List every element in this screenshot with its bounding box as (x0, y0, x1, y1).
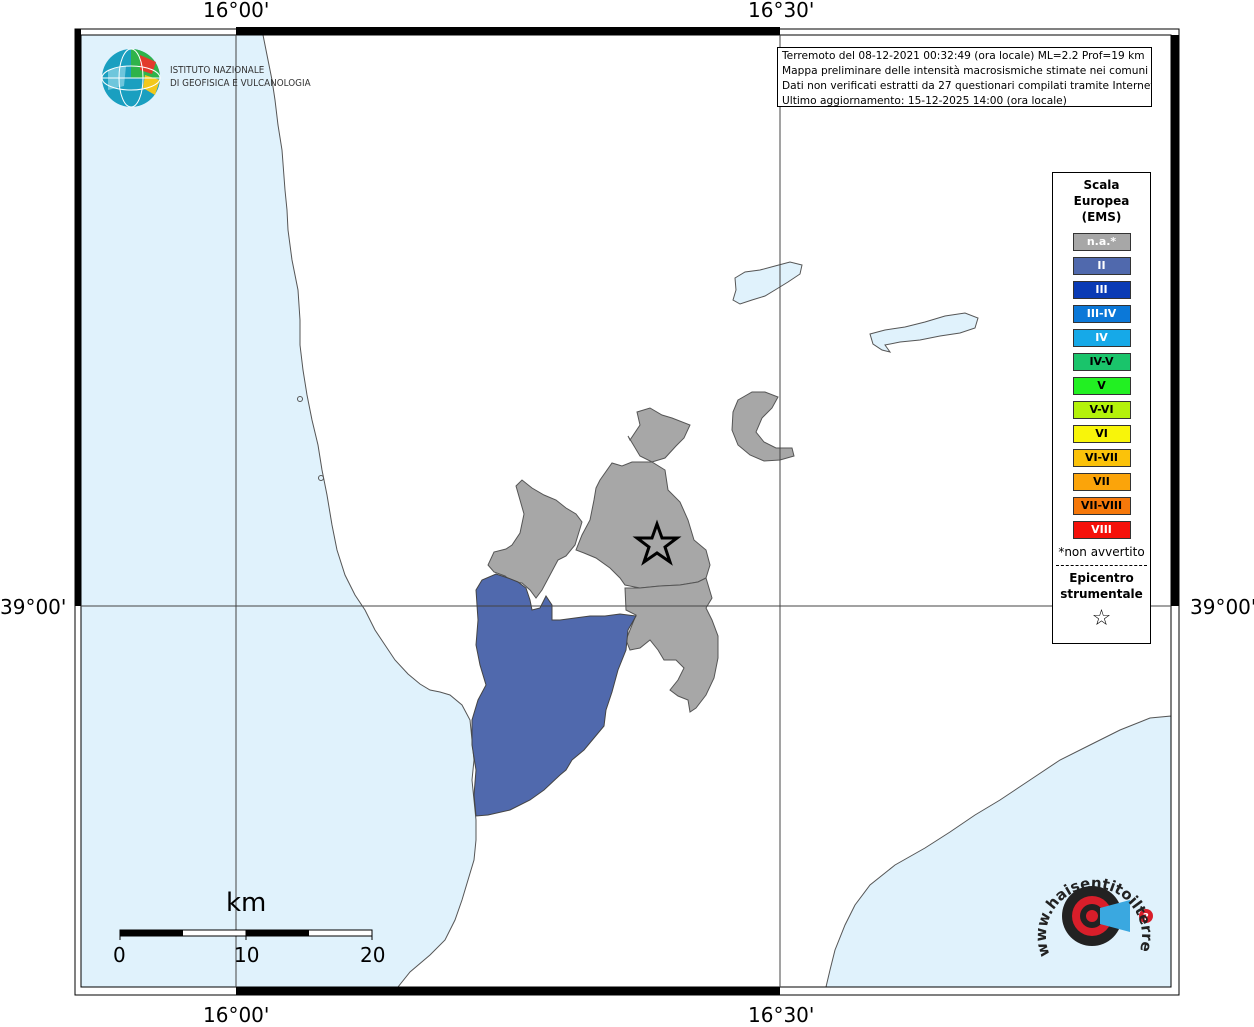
ingv-globe-icon (101, 48, 161, 108)
epicenter-star (632, 519, 682, 566)
municipality-na (624, 577, 719, 713)
legend-item: V (1072, 377, 1131, 395)
municipality-na (731, 391, 795, 462)
event-info-line4: Ultimo aggiornamento: 15-12-2025 14:00 (… (782, 95, 1067, 107)
legend-item: III-IV (1072, 305, 1131, 323)
legend-item: IV-V (1072, 353, 1131, 371)
municipality-intensity-II (471, 573, 637, 817)
svg-text:?: ? (1143, 912, 1149, 923)
scale-bar-label-20: 20 (360, 943, 386, 967)
grid-label-bottom-left: 16°00' (203, 1003, 270, 1027)
legend-items: n.a.* II III III-IV IV IV-V V V-VI VI VI-VII VII VI… (1053, 233, 1150, 539)
scale-bar-label-10: 10 (234, 943, 260, 967)
ingv-name-line2: DI GEOFISICA E VULCANOLOGIA (170, 78, 311, 89)
grid-label-bottom-right: 16°30' (748, 1003, 815, 1027)
lake-arvo (869, 312, 979, 353)
legend-item: VIII (1072, 521, 1131, 539)
event-info-line1: Terremoto del 08-12-2021 00:32:49 (ora l… (782, 50, 1145, 62)
scale-bar-unit: km (226, 888, 267, 918)
ems-legend: Scala Europea (EMS) n.a.* II III III-IV IV IV… (1052, 172, 1151, 644)
grid-label-left: 39°00' (0, 595, 67, 619)
ingv-logo: ISTITUTO NAZIONALE DI GEOFISICA E VULCAN… (100, 47, 320, 111)
scale-bar (119, 929, 373, 940)
frame-bar (236, 987, 780, 995)
legend-item: n.a.* (1072, 233, 1131, 251)
ingv-name-line1: ISTITUTO NAZIONALE (170, 65, 265, 76)
pond (318, 475, 324, 481)
legend-epicenter-label: Epicentro strumentale (1060, 571, 1143, 601)
scale-bar-label-0: 0 (113, 943, 126, 967)
legend-item: VI (1072, 425, 1131, 443)
legend-title: Scala Europea (EMS) (1073, 178, 1130, 224)
pond (297, 396, 303, 402)
grid-label-right: 39°00' (1190, 595, 1254, 619)
legend-item: VI-VII (1072, 449, 1131, 467)
lake-ampollino (732, 261, 803, 305)
legend-item: VII (1072, 473, 1131, 491)
frame-bar (75, 29, 81, 606)
event-info-line3: Dati non verificati estratti da 27 quest… (782, 80, 1152, 92)
frame-bar (1171, 35, 1179, 606)
legend-star-icon: ☆ (1091, 606, 1112, 631)
event-info-line2: Mappa preliminare delle intensità macros… (782, 65, 1149, 77)
legend-item: V-VI (1072, 401, 1131, 419)
municipalities-na (487, 391, 795, 713)
legend-item: III (1072, 281, 1131, 299)
municipality-na (627, 407, 691, 463)
legend-item: II (1072, 257, 1131, 275)
legend-item: IV (1072, 329, 1131, 347)
legend-item: VII-VIII (1072, 497, 1131, 515)
grid-label-top-right: 16°30' (748, 0, 815, 22)
legend-note: *non avvertito (1058, 545, 1145, 559)
legend-divider (1056, 565, 1147, 566)
municipality-na (487, 479, 583, 599)
frame-bar (236, 27, 780, 35)
grid-label-top-left: 16°00' (203, 0, 270, 22)
event-info-box: Terremoto del 08-12-2021 00:32:49 (ora l… (777, 47, 1152, 107)
